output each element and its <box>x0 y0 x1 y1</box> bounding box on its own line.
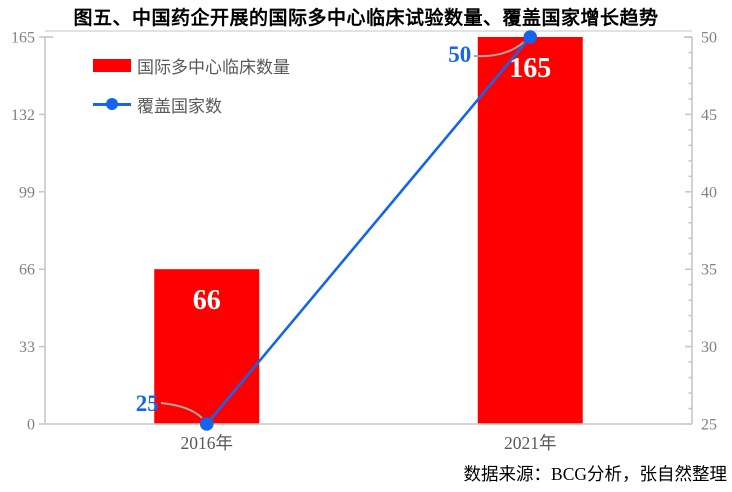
x-axis-label: 2016年 <box>181 433 234 453</box>
legend-line-label: 覆盖国家数 <box>137 96 222 116</box>
line-value-label: 50 <box>448 42 471 67</box>
bar-2021年 <box>477 37 583 424</box>
left-axis-tick-label: 165 <box>11 30 35 47</box>
left-axis-tick-label: 0 <box>27 417 35 434</box>
x-axis-label: 2021年 <box>504 433 557 453</box>
legend-bar-swatch-icon <box>93 58 131 72</box>
left-axis-tick-label: 66 <box>19 262 35 279</box>
line-point-2021年 <box>523 30 538 44</box>
legend-line-swatch-icon <box>93 98 131 110</box>
callout-connector-2016 <box>160 402 203 419</box>
bar-2016年 <box>154 269 260 424</box>
legend: 国际多中心临床数量 覆盖国家数 <box>93 54 290 132</box>
left-axis-tick-label: 132 <box>11 107 35 124</box>
legend-line-dot-icon <box>106 98 118 110</box>
data-source-note: 数据来源：BCG分析，张自然整理 <box>463 464 727 484</box>
right-axis-tick-label: 45 <box>701 107 717 124</box>
right-axis-tick-label: 50 <box>701 30 717 47</box>
right-axis-tick-label: 25 <box>701 417 717 434</box>
line-point-2016年 <box>199 417 214 431</box>
right-axis-tick-label: 30 <box>701 339 717 356</box>
bar-value-label: 165 <box>509 53 551 84</box>
legend-bar-label: 国际多中心临床数量 <box>137 57 290 77</box>
chart-title: 图五、中国药企开展的国际多中心临床试验数量、覆盖国家增长趋势 <box>73 8 659 29</box>
legend-item-line: 覆盖国家数 <box>93 93 290 116</box>
right-axis-tick-label: 40 <box>701 184 717 201</box>
left-axis-tick-label: 33 <box>19 339 35 356</box>
callout-connector-2021 <box>473 41 525 58</box>
legend-item-bar: 国际多中心临床数量 <box>93 54 290 77</box>
left-axis-tick-label: 99 <box>19 184 35 201</box>
coverage-line <box>205 36 532 425</box>
right-axis-tick-label: 35 <box>701 262 717 279</box>
bar-value-label: 66 <box>193 285 221 316</box>
line-value-label: 25 <box>136 391 159 416</box>
